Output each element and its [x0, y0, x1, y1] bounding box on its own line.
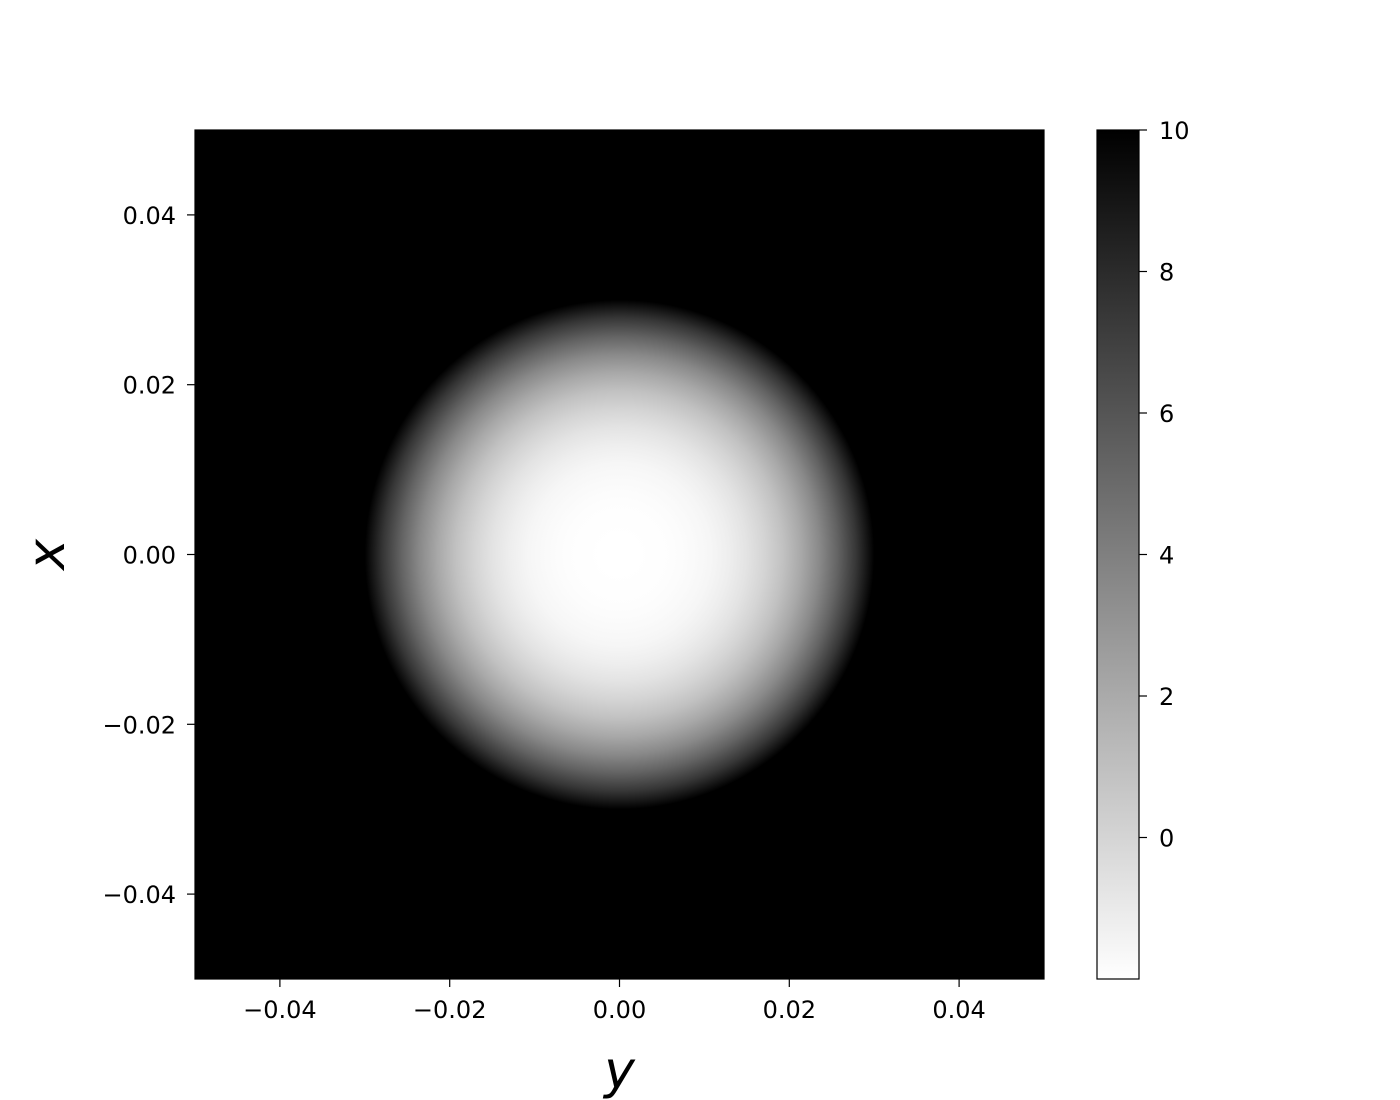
- x-tick-label: −0.04: [243, 996, 317, 1024]
- x-tick-label: 0.02: [763, 996, 816, 1024]
- y-tick-label: 0.02: [123, 372, 176, 400]
- y-axis: 0.04 0.02 0.00 −0.02 −0.04: [102, 202, 195, 909]
- y-axis-title: x: [17, 538, 77, 572]
- y-tick-label: 0.04: [123, 202, 176, 230]
- x-tick-label: 0.00: [593, 996, 646, 1024]
- colorbar-tick-label: 4: [1159, 542, 1174, 570]
- colorbar-tick-label: 8: [1159, 259, 1174, 287]
- y-tick-label: 0.00: [123, 542, 176, 570]
- colorbar-tick-label: 0: [1159, 825, 1174, 853]
- y-tick-label: −0.04: [102, 881, 176, 909]
- colorbar: 10 8 6 4 2 0: [1096, 117, 1190, 980]
- heatmap-disk: [364, 299, 875, 810]
- colorbar-tick-label: 2: [1159, 683, 1174, 711]
- colorbar-tick-label: 6: [1159, 400, 1174, 428]
- colorbar-tick-label: 10: [1159, 117, 1190, 145]
- x-axis-title: y: [602, 1041, 636, 1100]
- x-axis: −0.04 −0.02 0.00 0.02 0.04: [243, 979, 986, 1024]
- colorbar-gradient: [1096, 129, 1140, 980]
- y-tick-label: −0.02: [102, 711, 176, 739]
- x-tick-label: −0.02: [413, 996, 487, 1024]
- x-tick-label: 0.04: [932, 996, 985, 1024]
- colorbar-ticks: 10 8 6 4 2 0: [1139, 117, 1190, 853]
- plot-area: [194, 129, 1045, 980]
